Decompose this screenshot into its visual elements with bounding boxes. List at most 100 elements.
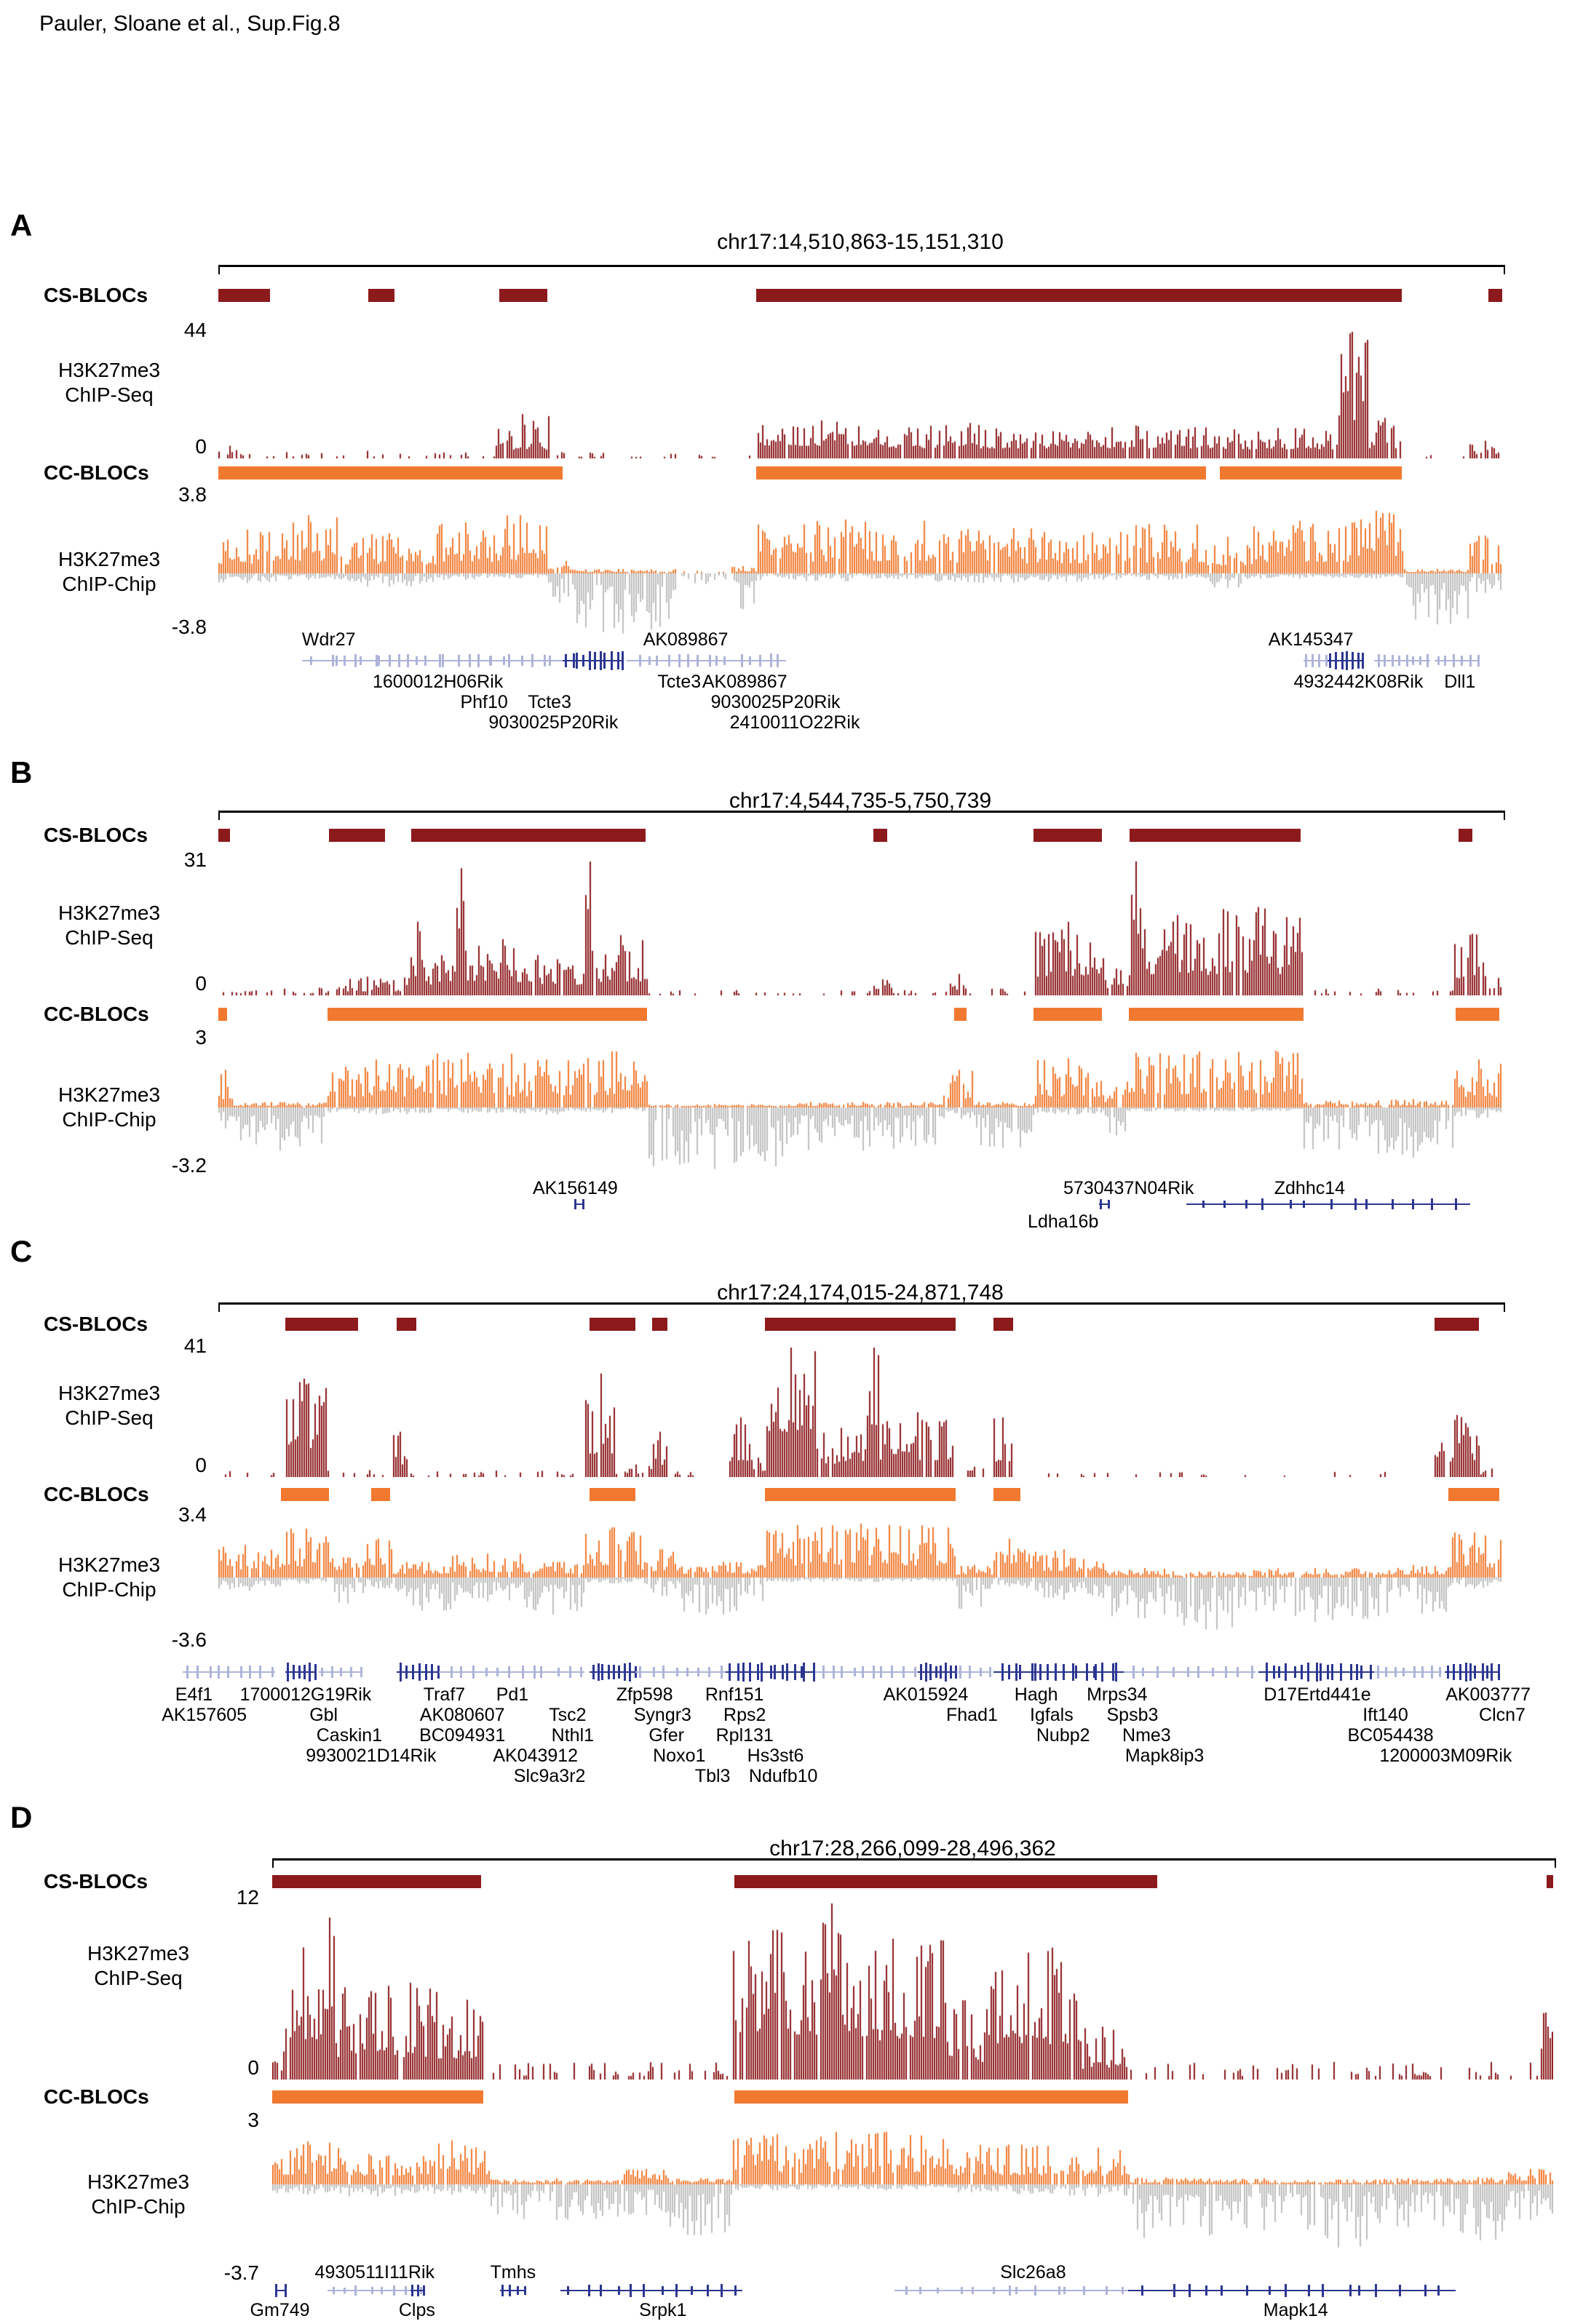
cc-blocs-label: CC-BLOCs [44,461,149,484]
gene-label: AK145347 [1268,629,1354,650]
gene-label: Hagh [1014,1684,1058,1705]
gene-label: Noxo1 [653,1746,706,1766]
cc-blocs-track [218,1488,1502,1501]
gene-label: Tsc2 [549,1705,587,1725]
gene-label: 9930021D14Rik [306,1746,437,1766]
gene-label: Ift140 [1362,1705,1408,1725]
gene-label: Nthl1 [551,1725,595,1746]
bloc-segment [368,289,394,302]
label-line: ChIP-Chip [62,1108,156,1131]
bloc-segment [589,1488,636,1501]
gene-label: Srpk1 [639,2300,687,2320]
gene-models [218,1198,1502,1211]
cc-blocs-track [272,2090,1553,2104]
chipchip-track-label: H3K27me3 ChIP-Chip [0,547,218,597]
gene-label: AK015924 [883,1684,969,1705]
gene-label: Gfer [648,1725,684,1746]
gene-model [1123,1662,1256,1682]
gene-label: Clcn7 [1479,1705,1526,1725]
cc-blocs-label: CC-BLOCs [44,1483,149,1505]
gene-model [327,2283,422,2298]
bloc-segment [1448,1488,1500,1501]
bloc-segment [1434,1318,1480,1331]
gene-label: Rps2 [723,1705,766,1725]
gene-models [218,650,1502,671]
gene-label: Caskin1 [316,1725,383,1746]
gene-model [560,2283,742,2298]
gene-label: Igfals [1029,1705,1074,1725]
gene-label: Rnf151 [705,1684,764,1705]
cs-blocs-label: CS-BLOCs [44,824,148,846]
label-line: ChIP-Chip [62,1578,156,1601]
bloc-segment [218,829,230,842]
chipseq-histogram [218,1348,1502,1477]
gene-model [574,1198,585,1211]
chipchip-track-label: H3K27me3 ChIP-Chip [29,2170,247,2219]
bloc-segment [397,1318,416,1331]
locus-title: chr17:4,544,735-5,750,739 [729,789,992,813]
locus-title: chr17:14,510,863-15,151,310 [717,230,1004,254]
gene-label: Tmhs [490,2262,536,2283]
gene-label: Ndufb10 [748,1766,818,1786]
chipseq-histogram [272,1903,1553,2080]
gene-model [589,1662,637,1682]
chipseq-ymin: 0 [195,972,207,995]
label-line: H3K27me3 [87,2170,190,2193]
bloc-segment [589,1318,636,1331]
gene-label: Gm749 [250,2300,310,2320]
gene-model [894,2283,1128,2298]
bloc-segment [873,829,888,842]
gene-label: BC054438 [1347,1725,1434,1746]
range-bracket [218,1302,1505,1312]
gene-label: Fhad1 [946,1705,998,1725]
gene-label: Phf10 [460,692,508,712]
gene-label: 9030025P20Rik [488,712,619,733]
chipchip-ymax: 3.4 [178,1503,207,1526]
chipchip-track-label: H3K27me3 ChIP-Chip [0,1083,218,1132]
bloc-segment [765,1318,956,1331]
bloc-segment [1219,466,1403,479]
bloc-segment [1459,829,1473,842]
label-line: H3K27me3 [57,548,161,570]
bloc-segment [1488,289,1502,302]
gene-label: Mrps34 [1087,1684,1148,1705]
cc-blocs-track [218,1008,1502,1021]
gene-label: 2410011O22Rik [729,712,860,733]
gene-label: Mapk8ip3 [1124,1746,1205,1766]
figure-header: Pauler, Sloane et al., Sup.Fig.8 [39,12,341,36]
bloc-segment [1456,1008,1500,1021]
gene-label: Nubp2 [1036,1725,1090,1746]
bloc-segment [272,2090,484,2104]
panel-letter: D [10,1800,33,1834]
gene-label: Zfp598 [616,1684,673,1705]
gene-label: Dll1 [1444,672,1476,692]
gene-label: Wdr27 [301,629,356,650]
bloc-segment [765,1488,956,1501]
gene-label: Clps [398,2300,435,2320]
bloc-segment [734,1875,1158,1888]
gene-label: Tcte3 [528,692,571,712]
gene-label: BC094931 [419,1725,506,1746]
gene-model [1328,650,1364,671]
gene-label: AK089867 [643,629,729,650]
locus-title: chr17:28,266,099-28,496,362 [769,1836,1056,1861]
gene-label: E4f1 [175,1684,213,1705]
panel-letter: B [10,755,33,789]
gene-label: 5730437N04Rik [1063,1178,1194,1198]
bloc-segment [756,466,1206,479]
gene-models [272,2283,1553,2298]
chipseq-ymax: 31 [183,848,207,871]
gene-label: 1600012H06Rik [372,672,504,692]
chipchip-ymax: 3 [195,1026,207,1048]
range-bracket [272,1858,1556,1868]
range-bracket [218,265,1505,274]
bloc-segment [1128,1008,1304,1021]
chipchip-histogram [218,501,1502,639]
bloc-segment [1547,1875,1553,1888]
bloc-segment [734,2090,1128,2104]
chipchip-histogram [272,2123,1553,2286]
bloc-segment [499,289,547,302]
gene-model [626,650,786,671]
